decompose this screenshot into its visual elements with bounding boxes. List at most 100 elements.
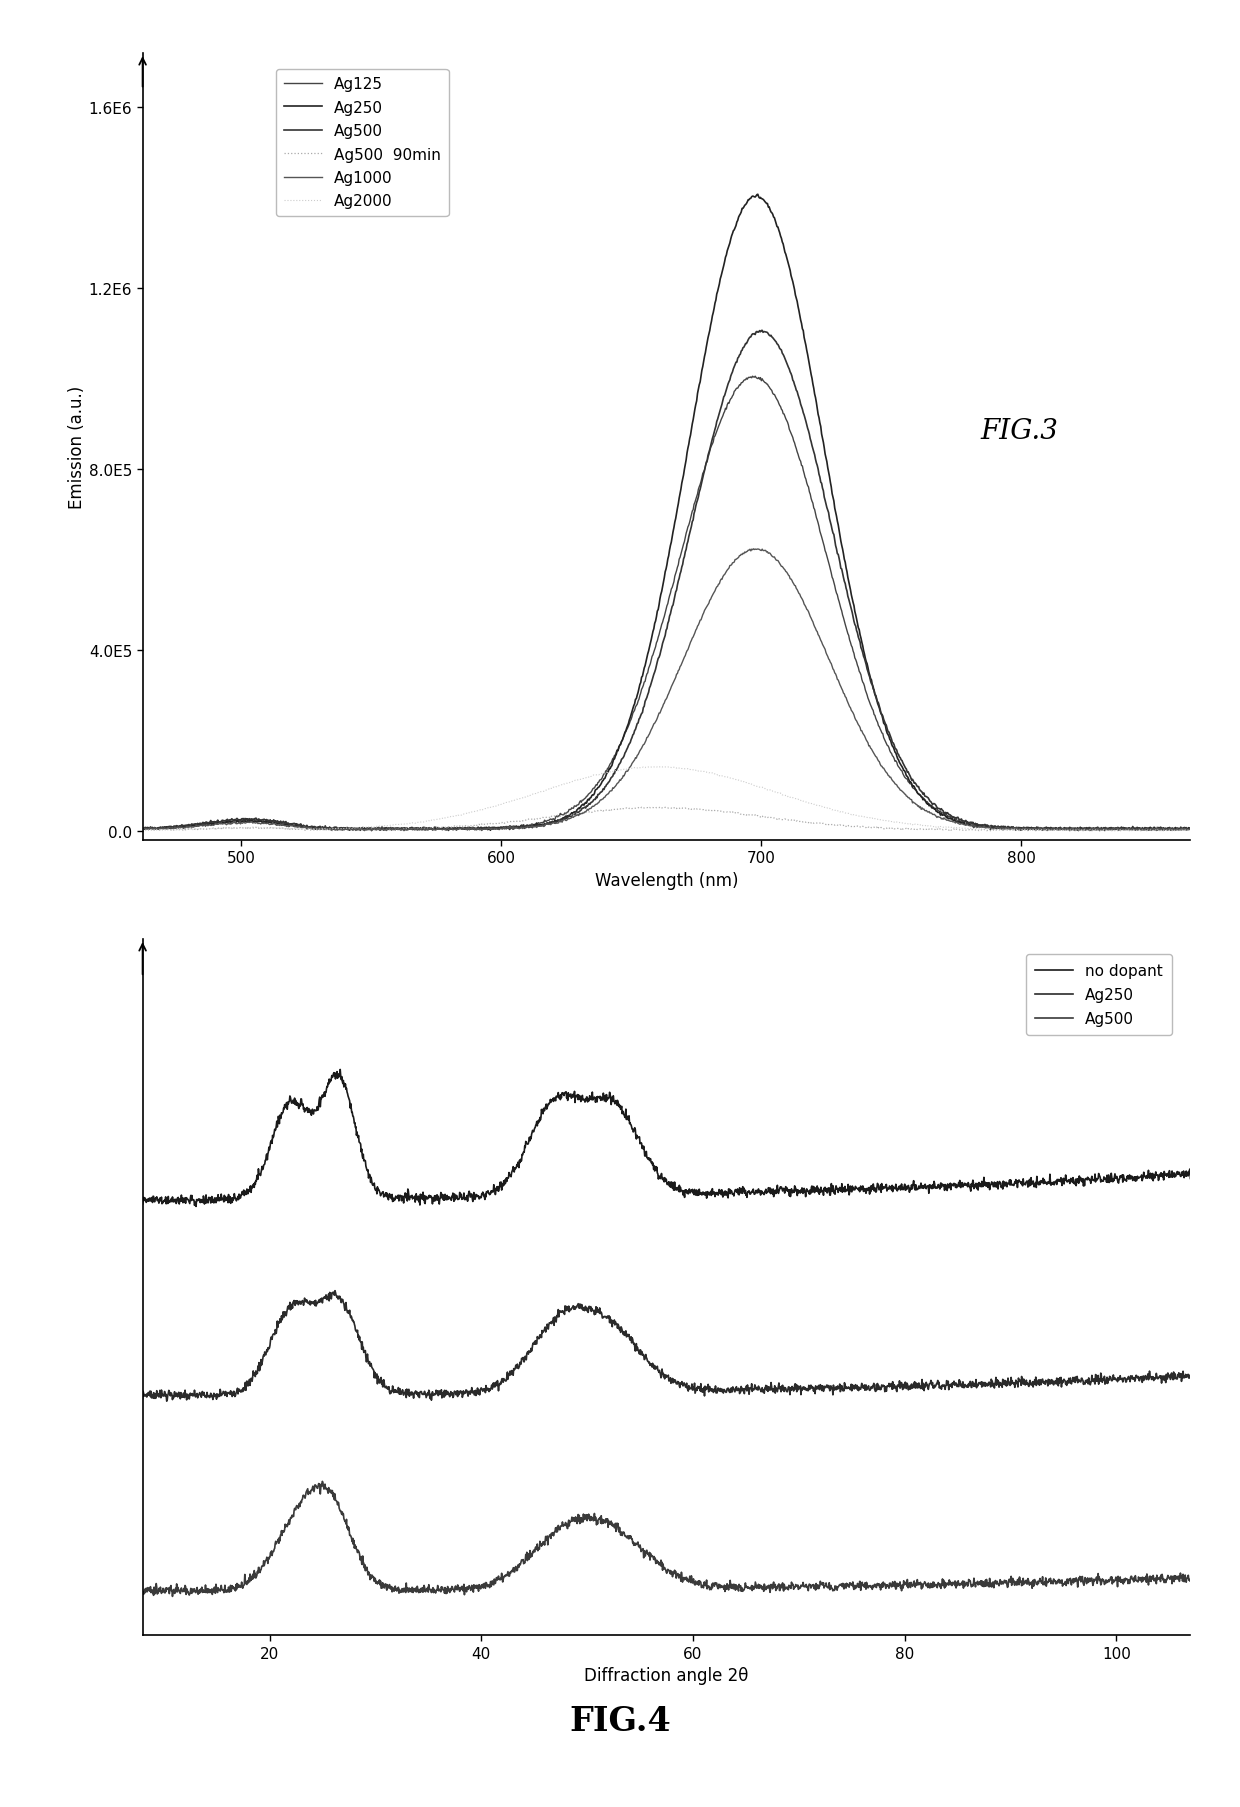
Line: Ag250: Ag250 (143, 195, 1190, 831)
Ag125 (1183, 817, 1198, 838)
Ag1000 (365, 820, 379, 842)
Ag250 (489, 819, 503, 840)
Ag2000 (709, 764, 724, 786)
Ag125 (489, 817, 503, 838)
Ag1000 (274, 815, 289, 837)
Ag250 (190, 1384, 205, 1406)
no dopant (646, 1153, 661, 1175)
Ag2000 (275, 819, 290, 840)
Text: FIG.4: FIG.4 (569, 1704, 671, 1737)
Ag500  90min (590, 801, 605, 822)
Legend: Ag125, Ag250, Ag500, Ag500  90min, Ag1000, Ag2000: Ag125, Ag250, Ag500, Ag500 90min, Ag1000… (277, 70, 449, 217)
Line: Ag500  90min: Ag500 90min (143, 808, 1190, 831)
Ag125 (590, 772, 605, 793)
no dopant (332, 1059, 347, 1081)
Line: no dopant: no dopant (143, 1070, 1190, 1207)
Ag250 (750, 184, 765, 206)
Ag250 (1071, 820, 1086, 842)
Ag500 (1153, 1570, 1168, 1592)
Ag1000 (687, 625, 702, 647)
Ag500  90min (136, 820, 151, 842)
Ag1000 (708, 578, 723, 600)
Ag1000 (311, 819, 326, 840)
Ag250 (135, 1388, 150, 1409)
Ag500 (489, 819, 503, 840)
Ag2000 (655, 757, 670, 779)
Ag125 (274, 813, 289, 835)
Ag125 (135, 819, 150, 840)
no dopant (961, 1173, 976, 1194)
Ag250 (274, 815, 289, 837)
Ag125 (708, 423, 723, 445)
Ag500 (618, 1525, 632, 1547)
Ag250 (135, 819, 150, 840)
Ag500  90min (1183, 820, 1198, 842)
Ag250 (1153, 1366, 1168, 1388)
Ag250 (686, 410, 701, 432)
Ag250 (1153, 1368, 1168, 1390)
X-axis label: Wavelength (nm): Wavelength (nm) (595, 871, 738, 889)
Line: Ag125: Ag125 (143, 378, 1190, 831)
Ag2000 (1183, 820, 1198, 842)
Ag500  90min (652, 797, 667, 819)
no dopant (1153, 1162, 1168, 1184)
Ag500  90min (489, 813, 503, 835)
Ag125 (365, 820, 379, 842)
Ag500  90min (275, 819, 290, 840)
Ag250 (646, 1357, 661, 1379)
Ag2000 (138, 820, 153, 842)
Ag500 (190, 1581, 205, 1603)
Ag250 (708, 293, 723, 314)
Ag250 (311, 817, 326, 838)
Ag1000 (1183, 819, 1198, 840)
no dopant (188, 1196, 203, 1218)
Ag125 (311, 817, 326, 838)
Ag500 (311, 817, 326, 838)
no dopant (618, 1106, 632, 1128)
Ag1000 (489, 819, 503, 840)
Ag125 (748, 367, 763, 389)
Ag2000 (135, 820, 150, 842)
Ag250 (961, 1373, 976, 1395)
Ag500  90min (312, 819, 327, 840)
Ag500 (315, 1471, 330, 1493)
Ag500 (377, 820, 392, 842)
Ag500 (1183, 819, 1198, 840)
Ag250 (618, 1321, 632, 1343)
no dopant (1183, 1167, 1198, 1189)
Ag500 (961, 1568, 976, 1590)
Ag500 (590, 784, 605, 806)
Ag500 (165, 1587, 180, 1608)
Ag500 (708, 416, 723, 437)
Ag500 (1183, 1568, 1198, 1590)
Ag250 (327, 1279, 342, 1301)
Ag500 (135, 1583, 150, 1605)
Line: Ag1000: Ag1000 (143, 549, 1190, 831)
Ag500 (135, 819, 150, 840)
Ag1000 (135, 819, 150, 840)
Ag250 (159, 1391, 174, 1413)
Line: Ag250: Ag250 (143, 1290, 1190, 1402)
Ag1000 (590, 793, 605, 815)
Ag250 (1183, 1364, 1198, 1386)
Y-axis label: Emission (a.u.): Emission (a.u.) (68, 385, 86, 510)
no dopant (1153, 1166, 1168, 1187)
X-axis label: Diffraction angle 2θ: Diffraction angle 2θ (584, 1666, 749, 1684)
Line: Ag2000: Ag2000 (143, 768, 1190, 831)
Ag500 (687, 504, 702, 526)
Ag2000 (687, 759, 702, 781)
Text: FIG.3: FIG.3 (981, 417, 1059, 445)
Ag125 (687, 495, 702, 517)
Legend: no dopant, Ag250, Ag500: no dopant, Ag250, Ag500 (1025, 954, 1172, 1035)
Line: Ag500: Ag500 (143, 331, 1190, 831)
Ag500 (1153, 1565, 1168, 1587)
Ag2000 (312, 819, 327, 840)
Ag500 (646, 1547, 661, 1568)
Ag500  90min (135, 820, 150, 842)
Ag1000 (746, 538, 761, 560)
no dopant (135, 1193, 150, 1214)
Ag250 (589, 779, 604, 801)
Ag500  90min (687, 799, 702, 820)
Ag250 (1183, 819, 1198, 840)
Ag500 (755, 320, 770, 342)
